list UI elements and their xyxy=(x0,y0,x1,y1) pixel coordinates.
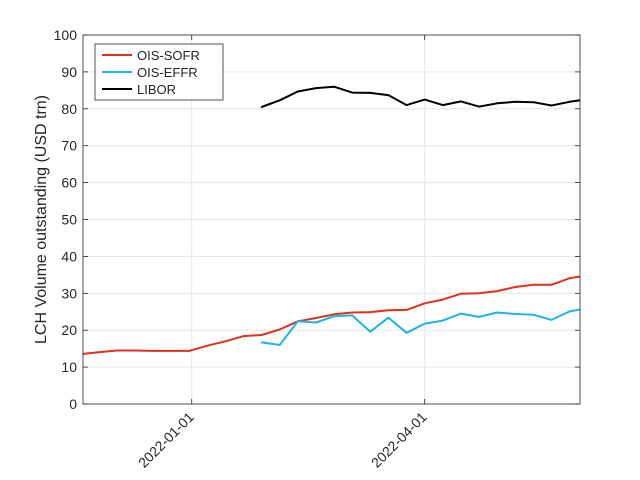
data-point xyxy=(315,317,317,319)
y-tick-label: 20 xyxy=(61,322,77,338)
legend-label: LIBOR xyxy=(137,82,176,97)
data-point xyxy=(206,344,209,347)
data-point xyxy=(224,340,227,343)
data-point xyxy=(496,311,499,314)
data-point xyxy=(568,277,571,280)
data-point xyxy=(278,328,281,331)
y-tick-label: 40 xyxy=(61,248,77,264)
data-point xyxy=(405,309,408,311)
data-point xyxy=(296,320,299,323)
data-point xyxy=(514,286,517,288)
y-tick-label: 90 xyxy=(61,64,77,80)
data-point xyxy=(478,316,480,318)
data-point xyxy=(315,321,317,324)
data-point xyxy=(115,349,118,352)
data-point xyxy=(97,351,100,354)
data-point xyxy=(532,313,535,316)
series-layer xyxy=(83,85,580,355)
data-point xyxy=(296,90,299,93)
legend-label: OIS-SOFR xyxy=(137,48,200,63)
data-point xyxy=(387,316,390,319)
data-point xyxy=(550,104,553,107)
data-point xyxy=(423,302,426,305)
data-point xyxy=(460,100,462,103)
legend: OIS-SOFR OIS-EFFR LIBOR xyxy=(94,43,224,101)
data-point xyxy=(333,85,335,88)
data-point xyxy=(441,319,444,322)
data-point xyxy=(278,99,281,102)
data-point xyxy=(568,100,571,103)
y-tick-label: 80 xyxy=(61,101,77,117)
data-point xyxy=(405,104,408,106)
data-point xyxy=(514,313,517,315)
legend-label: OIS-EFFR xyxy=(137,65,198,80)
data-point xyxy=(333,315,335,318)
data-point xyxy=(478,292,480,295)
data-point xyxy=(351,314,354,317)
y-tick-label: 0 xyxy=(69,396,77,412)
data-point xyxy=(315,87,317,89)
y-tick-label: 10 xyxy=(61,359,77,375)
data-point xyxy=(441,298,444,301)
y-tick-label: 30 xyxy=(61,285,77,301)
data-point xyxy=(496,102,499,105)
data-point xyxy=(333,313,335,316)
data-point xyxy=(351,311,354,314)
data-point xyxy=(387,94,390,96)
data-point xyxy=(369,330,372,333)
y-tick-label: 50 xyxy=(61,212,77,228)
series-libor xyxy=(260,85,580,108)
data-point xyxy=(550,283,553,286)
series-ois-effr xyxy=(260,308,580,346)
data-point xyxy=(152,350,154,352)
data-point xyxy=(460,312,462,315)
data-point xyxy=(405,331,408,334)
data-point xyxy=(278,344,281,346)
data-point xyxy=(532,283,535,286)
data-point xyxy=(423,98,426,101)
data-point xyxy=(133,349,136,352)
data-point xyxy=(170,350,172,352)
y-tick-label: 70 xyxy=(61,138,77,154)
data-point xyxy=(260,106,263,108)
data-point xyxy=(550,319,553,321)
data-point xyxy=(242,335,245,337)
data-point xyxy=(532,101,535,104)
data-point xyxy=(369,311,372,313)
data-point xyxy=(441,104,444,106)
data-point xyxy=(460,292,462,295)
data-point xyxy=(260,341,263,344)
data-point xyxy=(387,309,390,312)
y-tick-label: 60 xyxy=(61,175,77,191)
data-point xyxy=(478,105,480,108)
data-point xyxy=(568,310,571,313)
y-tick-label: 100 xyxy=(54,27,78,43)
y-axis-label: LCH Volume outstanding (USD trn) xyxy=(33,95,50,344)
data-point xyxy=(260,334,263,336)
data-point xyxy=(514,100,517,103)
data-point xyxy=(351,91,354,94)
data-point xyxy=(369,92,372,94)
data-point xyxy=(496,290,499,292)
data-point xyxy=(423,322,426,325)
data-point xyxy=(188,350,191,352)
